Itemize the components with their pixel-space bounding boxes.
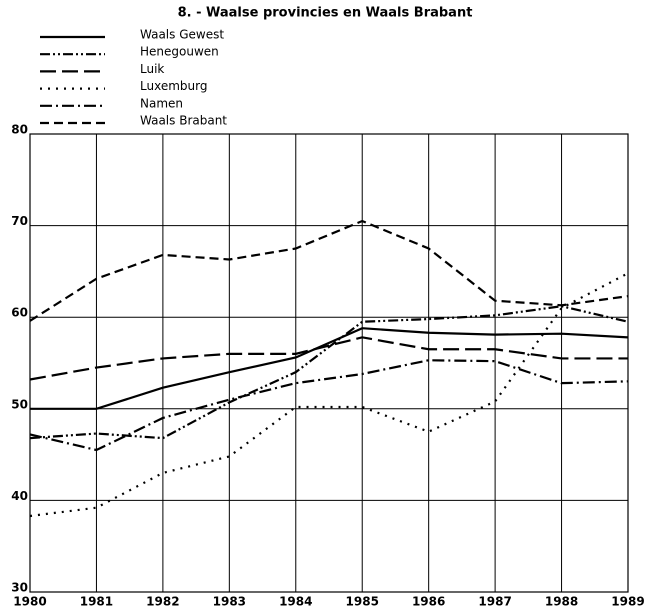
x-tick-label: 1989 bbox=[611, 595, 644, 609]
x-tick-label: 1985 bbox=[346, 595, 379, 609]
legend-label: Waals Brabant bbox=[140, 114, 227, 128]
x-tick-label: 1982 bbox=[146, 595, 179, 609]
x-tick-label: 1981 bbox=[80, 595, 113, 609]
legend-label: Luik bbox=[140, 62, 164, 76]
y-tick-label: 30 bbox=[11, 581, 28, 595]
series-line bbox=[29, 219, 629, 322]
series-line bbox=[29, 305, 629, 440]
plot-frame bbox=[29, 133, 629, 593]
y-tick-label: 70 bbox=[11, 214, 28, 228]
x-tick-label: 1986 bbox=[412, 595, 445, 609]
x-tick-label: 1980 bbox=[13, 595, 46, 609]
legend-label: Luxemburg bbox=[140, 79, 207, 93]
series-line bbox=[29, 336, 628, 381]
legend-label: Namen bbox=[140, 96, 183, 110]
x-tick-label: 1987 bbox=[478, 595, 511, 609]
x-tick-label: 1984 bbox=[279, 595, 312, 609]
y-tick-label: 40 bbox=[11, 489, 28, 503]
legend-label: Henegouwen bbox=[140, 45, 219, 59]
x-tick-label: 1983 bbox=[213, 595, 246, 609]
series-line bbox=[29, 359, 629, 452]
series-line bbox=[29, 272, 629, 518]
chart-title: 8. - Waalse provincies en Waals Brabant bbox=[178, 6, 473, 21]
y-tick-label: 60 bbox=[11, 306, 28, 320]
x-tick-label: 1988 bbox=[545, 595, 578, 609]
y-tick-label: 80 bbox=[11, 123, 28, 137]
series-line bbox=[30, 327, 629, 410]
legend-label: Waals Gewest bbox=[140, 28, 224, 42]
y-tick-label: 50 bbox=[11, 397, 28, 411]
